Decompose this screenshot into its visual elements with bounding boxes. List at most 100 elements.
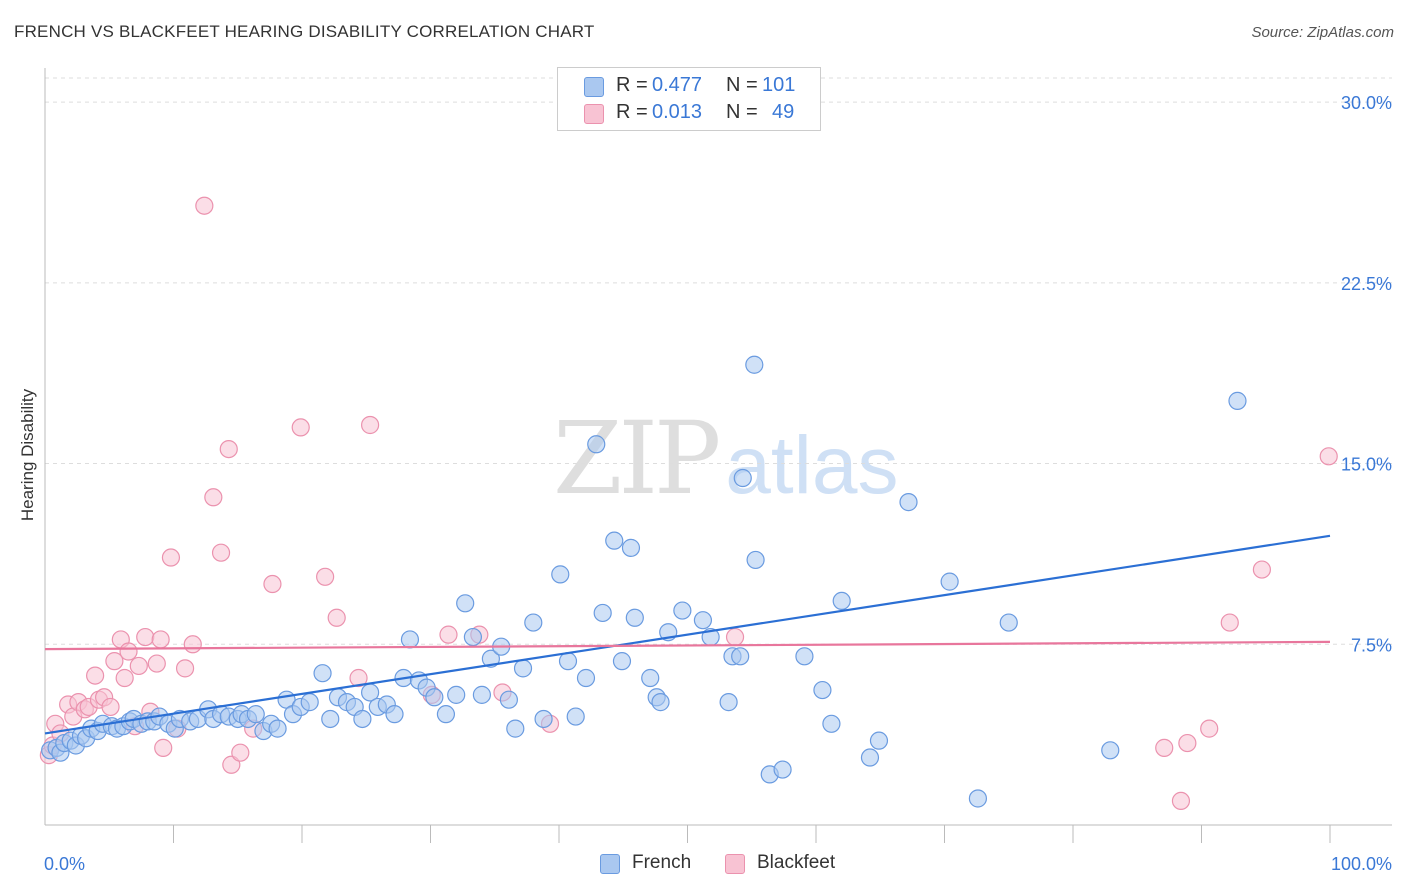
- french-point: [693, 611, 713, 630]
- y-axis-label: Hearing Disability: [18, 388, 37, 522]
- french-point: [463, 627, 483, 647]
- french-point: [1228, 391, 1247, 410]
- watermark: ZIPatlas: [553, 400, 899, 517]
- blackfeet-point: [175, 659, 195, 678]
- blackfeet-point: [1178, 733, 1197, 753]
- legend-blackfeet-label: Blackfeet: [757, 852, 836, 873]
- blackfeet-point: [349, 668, 368, 688]
- french-point: [625, 608, 644, 627]
- source-credit: Source: ZipAtlas.com: [1251, 24, 1394, 41]
- blackfeet-point: [222, 755, 241, 774]
- french-point: [621, 538, 641, 557]
- french-point: [558, 652, 578, 671]
- french-point: [524, 613, 543, 632]
- blackfeet-point: [195, 196, 214, 215]
- blackfeet-point: [1200, 719, 1219, 738]
- blackfeet-point: [231, 743, 250, 762]
- french-point: [313, 664, 332, 683]
- blackfeet-point: [147, 654, 166, 673]
- french-point: [456, 594, 475, 613]
- blackfeet-point: [327, 608, 346, 627]
- y-tick-label: 15.0%: [1341, 455, 1392, 475]
- french-point: [719, 693, 738, 712]
- blackfeet-point: [154, 738, 173, 757]
- french-point: [566, 707, 585, 726]
- french-point: [832, 591, 851, 611]
- french-point: [641, 668, 660, 688]
- blackfeet-n-label: N =: [726, 101, 758, 123]
- stats-legend: R = 0.477 N = 101 R = 0.013 N = 49: [557, 67, 821, 131]
- french-point: [968, 789, 988, 808]
- x-tick-label: 100.0%: [1331, 854, 1392, 874]
- french-point: [472, 685, 491, 704]
- french-point: [353, 709, 372, 729]
- blackfeet-point: [291, 418, 310, 437]
- blackfeet-point: [361, 415, 380, 435]
- french-point: [499, 690, 518, 709]
- blackfeet-point: [101, 697, 120, 717]
- french-point: [268, 719, 287, 738]
- blackfeet-point: [129, 656, 148, 676]
- blackfeet-point: [1319, 447, 1338, 466]
- blackfeet-point: [105, 652, 124, 671]
- blackfeet-point: [211, 543, 231, 562]
- french-point: [513, 659, 533, 678]
- blackfeet-point: [115, 668, 134, 688]
- blackfeet-point: [151, 630, 170, 649]
- legend-blackfeet-swatch: [725, 854, 745, 874]
- french-point: [447, 685, 466, 704]
- french-n-value: 101: [762, 74, 796, 96]
- french-point: [534, 709, 553, 729]
- blackfeet-point: [1171, 791, 1191, 811]
- blackfeet-point: [263, 574, 282, 594]
- blackfeet-point: [161, 548, 181, 567]
- blackfeet-swatch: [584, 104, 604, 124]
- blackfeet-point: [204, 488, 223, 507]
- french-point: [745, 355, 764, 374]
- french-point: [773, 760, 792, 779]
- french-point: [999, 613, 1018, 632]
- french-point: [551, 565, 570, 584]
- blackfeet-point: [1252, 560, 1271, 579]
- blackfeet-point: [219, 439, 238, 459]
- french-point: [400, 630, 420, 649]
- y-tick-label: 7.5%: [1351, 635, 1392, 655]
- x-tick-label: 0.0%: [44, 854, 85, 874]
- french-r-label: R =: [616, 74, 648, 96]
- y-tick-label: 22.5%: [1341, 274, 1392, 294]
- blackfeet-point: [86, 666, 105, 685]
- french-n-label: N =: [726, 74, 758, 96]
- french-point: [869, 731, 889, 750]
- french-point: [822, 714, 841, 733]
- french-point: [813, 680, 832, 700]
- french-trend-line: [44, 534, 1331, 735]
- french-point: [246, 705, 265, 724]
- french-point: [425, 688, 444, 707]
- y-tick-label: 30.0%: [1341, 93, 1392, 113]
- french-point: [593, 603, 612, 623]
- french-point: [612, 652, 632, 671]
- blackfeet-point: [183, 635, 202, 654]
- blackfeet-n-value: 49: [772, 101, 795, 123]
- chart-title: FRENCH VS BLACKFEET HEARING DISABILITY C…: [14, 22, 595, 41]
- french-point: [651, 693, 670, 712]
- french-point: [506, 719, 525, 738]
- french-point: [899, 493, 918, 512]
- blackfeet-point: [136, 627, 155, 647]
- french-point: [587, 435, 606, 454]
- blackfeet-r-label: R =: [616, 101, 648, 123]
- legend-french-swatch: [600, 854, 620, 874]
- french-point: [436, 705, 456, 724]
- blackfeet-point: [119, 642, 138, 661]
- french-point: [795, 647, 814, 666]
- french-point: [940, 572, 959, 591]
- blackfeet-point: [1220, 613, 1239, 632]
- watermark-zip: ZIP: [553, 400, 721, 517]
- french-point: [385, 705, 404, 724]
- french-r-value: 0.477: [652, 74, 703, 96]
- french-swatch: [584, 77, 604, 97]
- blackfeet-point: [1155, 738, 1174, 757]
- blackfeet-trend-line: [44, 640, 1331, 651]
- french-point: [1101, 741, 1120, 760]
